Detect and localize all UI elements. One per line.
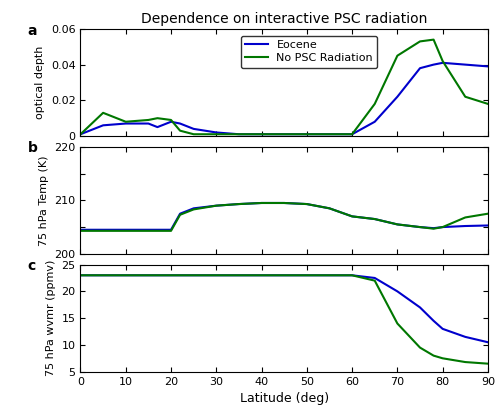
X-axis label: Latitude (deg): Latitude (deg) [239, 392, 329, 405]
Title: Dependence on interactive PSC radiation: Dependence on interactive PSC radiation [141, 12, 428, 26]
Legend: Eocene, No PSC Radiation: Eocene, No PSC Radiation [241, 36, 377, 68]
Y-axis label: 75 hPa wvmr (ppmv): 75 hPa wvmr (ppmv) [46, 260, 56, 376]
Y-axis label: 75 hPa Temp (K): 75 hPa Temp (K) [39, 155, 49, 246]
Text: c: c [28, 259, 36, 273]
Y-axis label: optical depth: optical depth [35, 46, 45, 119]
Text: b: b [28, 141, 37, 155]
Text: a: a [28, 24, 37, 38]
